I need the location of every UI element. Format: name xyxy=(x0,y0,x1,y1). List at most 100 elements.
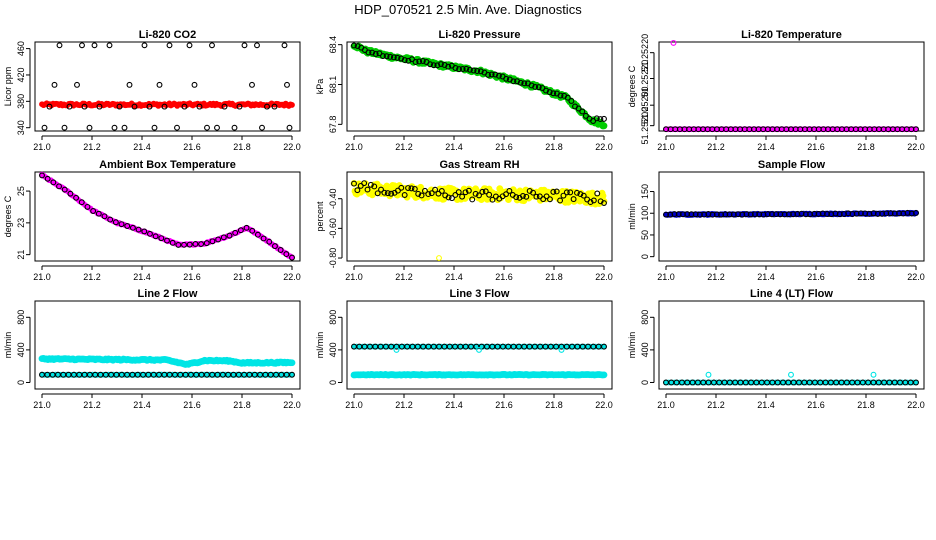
plot-frame xyxy=(346,171,613,262)
data-point xyxy=(600,371,608,379)
data-point xyxy=(543,193,550,200)
data-point xyxy=(384,190,391,197)
series-line2_black xyxy=(39,371,295,378)
y-tick-label: 100 xyxy=(640,206,650,221)
series-rh_black xyxy=(351,180,607,206)
data-point xyxy=(479,188,486,195)
plot-frame xyxy=(34,41,301,132)
chart-panel: Line 2 Flow 21.0 21.2 21.4 21.6 21.8 22.0 0 400 8… xyxy=(3,288,301,410)
data-point xyxy=(66,103,73,110)
data-point xyxy=(118,221,125,228)
data-point xyxy=(361,180,368,187)
data-point xyxy=(519,192,526,199)
data-point xyxy=(427,61,434,68)
data-point xyxy=(91,42,98,49)
series-temp_outlier xyxy=(670,39,677,46)
data-point xyxy=(849,211,856,217)
y-axis-label: degrees C xyxy=(3,195,13,237)
data-point xyxy=(594,190,601,197)
data-point xyxy=(722,211,729,218)
data-point xyxy=(271,103,278,110)
data-point xyxy=(51,81,58,88)
data-point xyxy=(663,211,669,218)
data-point xyxy=(237,227,244,234)
data-point xyxy=(579,108,586,115)
x-tick-label: 21.8 xyxy=(233,272,251,282)
data-point xyxy=(558,346,565,353)
data-point xyxy=(164,237,170,244)
data-point xyxy=(288,359,296,367)
chart-panel: Line 4 (LT) Flow 21.0 21.2 21.4 21.6 21.8 22.0… xyxy=(627,288,925,410)
data-point xyxy=(254,42,260,49)
data-point xyxy=(671,211,678,218)
data-point xyxy=(425,191,432,198)
x-tick-label: 21.2 xyxy=(395,272,413,282)
data-point xyxy=(286,124,293,131)
x-tick-label: 21.6 xyxy=(183,142,201,152)
data-point xyxy=(752,211,758,218)
data-point xyxy=(351,42,357,49)
data-point xyxy=(580,192,587,199)
plot-frame xyxy=(346,300,613,390)
data-point xyxy=(563,189,570,196)
data-point xyxy=(557,197,564,204)
data-point xyxy=(434,62,441,69)
data-point xyxy=(913,210,919,216)
y-axis-label: ml/min xyxy=(627,332,637,359)
data-point xyxy=(670,39,677,46)
series-line4_spikes xyxy=(705,371,877,378)
data-point xyxy=(121,124,128,131)
y-axis-label: percent xyxy=(315,201,325,232)
data-point xyxy=(141,42,148,49)
data-point xyxy=(684,211,691,218)
data-point xyxy=(381,189,388,196)
x-tick-label: 21.8 xyxy=(857,142,875,152)
x-tick-label: 21.2 xyxy=(83,400,101,410)
data-point xyxy=(564,198,572,206)
data-point xyxy=(419,58,426,64)
x-tick-label: 22.0 xyxy=(595,400,613,410)
data-point xyxy=(56,183,62,190)
y-tick-label: 340 xyxy=(16,120,26,135)
x-tick-label: 21.0 xyxy=(33,142,51,152)
data-point xyxy=(272,243,278,250)
chart-panel: Sample Flow 21.0 21.2 21.4 21.6 21.8 22.0 0 50 10… xyxy=(627,159,925,282)
y-tick-label: 51.25220 xyxy=(640,60,650,98)
data-point xyxy=(824,211,830,217)
data-point xyxy=(510,78,517,85)
y-tick-label: 0 xyxy=(16,380,26,385)
series-pressure_black xyxy=(351,42,607,124)
x-tick-label: 21.8 xyxy=(233,142,251,152)
data-point xyxy=(546,196,553,203)
data-point xyxy=(896,210,903,217)
chart-panel: Li-820 Temperature 21.0 21.2 21.4 21.6 21.8 22… xyxy=(627,29,925,152)
data-point xyxy=(95,210,102,217)
data-point xyxy=(186,42,193,49)
x-tick-label: 21.0 xyxy=(657,142,675,152)
y-tick-label: 21 xyxy=(16,250,26,260)
series-temp_black xyxy=(663,126,919,133)
y-tick-label: 0 xyxy=(640,254,650,259)
x-tick-label: 21.0 xyxy=(345,400,363,410)
data-point xyxy=(747,211,754,218)
data-point xyxy=(857,210,864,217)
x-tick-label: 21.8 xyxy=(545,272,563,282)
data-point xyxy=(590,197,597,204)
data-point xyxy=(259,124,265,131)
data-point xyxy=(874,210,881,217)
data-point xyxy=(477,68,484,75)
data-point xyxy=(836,211,843,218)
data-point xyxy=(601,343,607,350)
data-point xyxy=(550,90,557,97)
data-point xyxy=(533,193,540,200)
panel-title: Line 3 Flow xyxy=(450,288,510,300)
data-point xyxy=(156,81,163,88)
data-point xyxy=(393,346,400,353)
data-point xyxy=(436,255,442,261)
series-box_black xyxy=(39,172,295,261)
data-point xyxy=(530,189,537,196)
y-tick-label: 150 xyxy=(640,184,650,199)
data-point xyxy=(891,210,898,217)
y-axis-label: ml/min xyxy=(3,332,13,359)
